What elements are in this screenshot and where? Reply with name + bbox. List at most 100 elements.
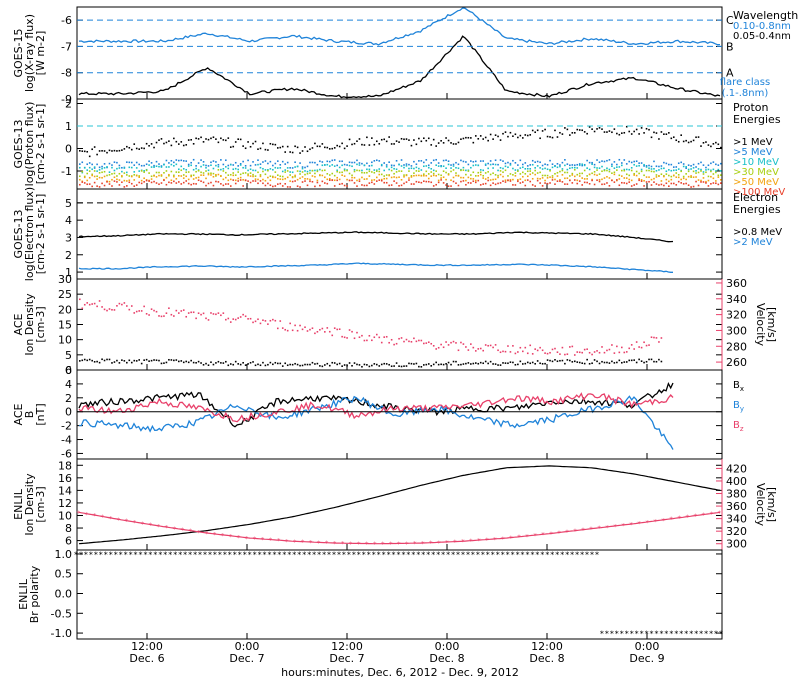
data-point: [514, 352, 517, 355]
data-point: [616, 179, 618, 181]
data-point: [640, 346, 643, 349]
data-point: [507, 362, 509, 365]
data-point: [373, 143, 376, 146]
data-point: [442, 182, 445, 184]
data-point: [618, 174, 621, 177]
data-point: [413, 174, 415, 177]
data-point: [257, 182, 259, 185]
velocity-mark: *: [661, 517, 665, 525]
data-point: [383, 362, 386, 365]
data-point: [341, 365, 343, 367]
data-point: [299, 186, 301, 188]
data-point: [536, 129, 539, 132]
y-tick-label: 16: [58, 472, 72, 485]
data-point: [682, 183, 685, 185]
polarity-mark: *: [481, 550, 485, 559]
data-point: [611, 163, 613, 166]
legend-entry: Bz: [733, 420, 744, 433]
data-point: [190, 164, 192, 167]
data-point: [437, 173, 440, 176]
data-point: [720, 170, 722, 172]
data-point: [432, 169, 435, 172]
data-point: [653, 177, 655, 180]
data-point: [474, 175, 477, 177]
data-point: [526, 175, 529, 178]
data-point: [373, 336, 376, 339]
data-point: [625, 182, 628, 185]
data-point: [366, 184, 368, 187]
data-point: [222, 312, 225, 314]
data-point: [316, 170, 319, 173]
series-polarity: * * * * * * * * * * * * * * * * * * * * * * * * * * * * * * * * * * * * * * * *…: [74, 550, 723, 638]
data-point: [462, 343, 465, 345]
data-point: [116, 150, 118, 152]
series-line: [78, 231, 674, 243]
data-point: [232, 179, 235, 181]
data-point: [415, 143, 418, 146]
data-point: [366, 168, 368, 171]
data-point: [712, 143, 715, 145]
data-point: [371, 161, 373, 164]
data-point: [143, 164, 145, 167]
data-point: [564, 362, 566, 365]
data-point: [363, 178, 366, 180]
data-point: [170, 359, 173, 361]
data-point: [697, 179, 700, 181]
polarity-mark: *: [521, 550, 525, 559]
data-point: [138, 175, 140, 177]
data-point: [522, 350, 524, 353]
data-point: [509, 164, 512, 166]
data-point: [462, 137, 465, 140]
data-point: [621, 346, 623, 349]
data-point: [388, 168, 390, 171]
y2-tick-label: 420: [726, 462, 747, 475]
data-point: [517, 169, 519, 171]
data-point: [324, 176, 326, 179]
data-point: [239, 173, 242, 176]
velocity-mark: *: [285, 538, 289, 546]
polarity-mark: *: [332, 550, 336, 559]
polarity-mark: *: [426, 550, 430, 559]
data-point: [138, 181, 140, 184]
data-point: [185, 175, 188, 178]
data-point: [385, 363, 388, 365]
y-tick-label: 14: [58, 484, 72, 497]
polarity-mark: *: [89, 550, 93, 559]
data-point: [128, 308, 131, 311]
polarity-mark: *: [714, 630, 718, 639]
velocity-mark: *: [213, 531, 217, 539]
data-point: [267, 176, 269, 179]
data-point: [418, 181, 420, 184]
data-point: [630, 185, 633, 187]
data-point: [316, 169, 319, 172]
data-point: [375, 333, 378, 336]
data-point: [581, 351, 584, 354]
data-point: [385, 165, 388, 168]
data-point: [207, 319, 210, 321]
data-point: [556, 136, 559, 138]
data-point: [715, 180, 717, 182]
data-point: [697, 162, 700, 165]
y-tick-label: 30: [58, 273, 72, 286]
data-point: [635, 160, 638, 163]
data-point: [353, 337, 356, 340]
data-point: [611, 165, 613, 168]
data-point: [93, 167, 96, 169]
data-point: [185, 180, 188, 182]
polarity-mark: *: [600, 630, 604, 639]
data-point: [499, 364, 502, 366]
data-point: [593, 171, 596, 173]
series--5-mev: [79, 158, 722, 169]
velocity-mark: *: [437, 539, 441, 547]
data-point: [170, 170, 173, 173]
data-point: [153, 359, 155, 361]
data-point: [450, 164, 452, 166]
data-point: [705, 171, 707, 174]
data-point: [489, 179, 492, 181]
data-point: [286, 170, 289, 172]
data-point: [341, 160, 343, 163]
data-point: [517, 351, 519, 353]
flare-class-label: B: [726, 40, 734, 53]
y2-tick-label: 340: [726, 513, 747, 526]
data-point: [341, 142, 343, 145]
